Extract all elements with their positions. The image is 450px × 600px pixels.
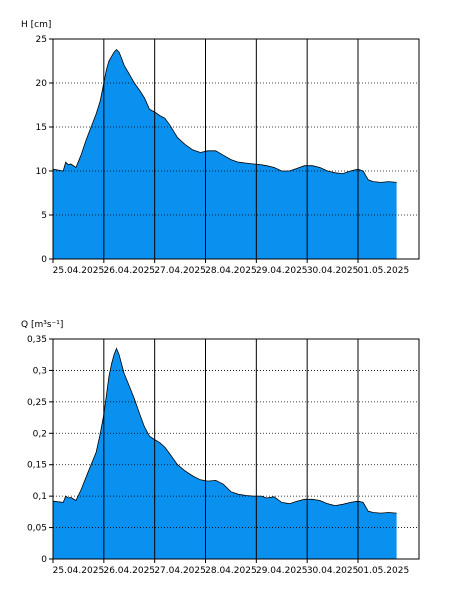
h-chart-y-tick-label: 25: [36, 35, 47, 45]
h-chart-y-tick-label: 5: [41, 211, 47, 221]
h-chart-y-tick-label: 10: [36, 167, 48, 177]
h-chart-frame: [52, 38, 420, 260]
q-chart-series-line: [52, 347, 397, 514]
h-chart-series-line: [52, 49, 397, 183]
h-chart-x-tick-label: 28.04.2025: [205, 266, 257, 276]
q-chart-y-tick-label: 0,15: [27, 461, 47, 471]
q-chart-y-tick-label: 0,1: [33, 492, 47, 502]
q-chart-y-tick-label: 0,3: [33, 366, 47, 376]
q-chart-y-axis-label: Q [m³s⁻¹]: [21, 320, 63, 330]
h-chart-x-tick-label: 27.04.2025: [154, 266, 206, 276]
q-chart-y-tick-label: 0: [41, 555, 47, 565]
q-chart-x-tick-label: 01.05.2025: [358, 566, 410, 576]
h-chart-x-tick-label: 30.04.2025: [307, 266, 359, 276]
h-chart-y-tick-label: 0: [41, 255, 47, 265]
q-chart-x-tick-label: 30.04.2025: [307, 566, 359, 576]
h-chart-area: [53, 49, 397, 259]
q-chart: 0 0,05 0,1 0,15 0,2 0,25 0,3 0,35 25.04.2025 26.0…: [21, 320, 420, 576]
h-chart-y-tick-label: 15: [36, 123, 47, 133]
q-chart-frame: [52, 338, 420, 560]
q-chart-y-tick-label: 0,25: [27, 398, 47, 408]
q-chart-x-tick-label: 25.04.2025: [53, 566, 105, 576]
q-chart-x-tick-label: 26.04.2025: [103, 566, 155, 576]
h-chart-x-tick-label: 29.04.2025: [256, 266, 308, 276]
q-chart-y-tick-label: 0,35: [27, 335, 47, 345]
h-chart-y-tick-label: 20: [36, 79, 48, 89]
q-chart-x-tick-label: 29.04.2025: [256, 566, 308, 576]
q-chart-y-tick-label: 0,2: [33, 429, 47, 439]
h-chart-y-axis-label: H [cm]: [21, 20, 51, 30]
q-chart-x-tick-label: 27.04.2025: [154, 566, 206, 576]
h-chart: 0 5 10 15 20 25 25.04.2025 26.04.2025 27.04.2025…: [21, 20, 420, 276]
q-chart-x-tick-label: 28.04.2025: [205, 566, 257, 576]
h-chart-x-tick-label: 26.04.2025: [103, 266, 155, 276]
q-chart-y-tick-label: 0,05: [27, 524, 47, 534]
q-chart-area: [53, 348, 397, 559]
h-chart-x-tick-label: 01.05.2025: [358, 266, 410, 276]
h-chart-x-tick-label: 25.04.2025: [53, 266, 105, 276]
